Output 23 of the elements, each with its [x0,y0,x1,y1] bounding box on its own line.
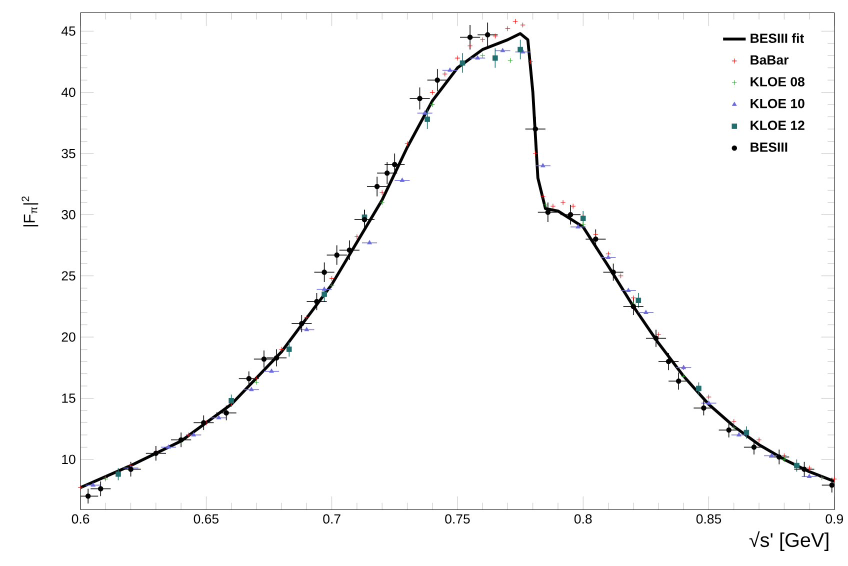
y-tick-label: 30 [62,210,76,220]
y-axis-title: |F$_{π}$|$^{2}$ [22,196,38,226]
y-tick-label: 10 [62,454,76,464]
x-tick-label: 0.6 [72,514,90,524]
x-tick-label: 0.75 [445,514,470,524]
legend-label: KLOE 10 [750,98,804,108]
x-tick-label: 0.65 [194,514,219,524]
x-tick-label: 0.7 [323,514,340,524]
y-tick-label: 45 [61,26,76,36]
x-tick-label: 0.85 [696,514,722,524]
x-tick-label: 0.9 [826,514,843,524]
y-tick-label: 15 [62,393,76,403]
legend-label: BaBar [750,55,789,64]
x-tick-label: 0.8 [574,514,592,524]
y-tick-label: 25 [62,270,76,280]
x-axis-title: √s' [GeV] [749,531,828,551]
y-tick-label: 20 [62,332,76,342]
legend-label: BESIII fit [750,33,804,43]
legend-label: BESIII [750,142,788,152]
y-tick-label: 40 [61,87,76,97]
legend-label: KLOE 12 [750,120,804,130]
y-tick-label: 35 [62,148,76,158]
legend-label: KLOE 08 [750,76,804,86]
